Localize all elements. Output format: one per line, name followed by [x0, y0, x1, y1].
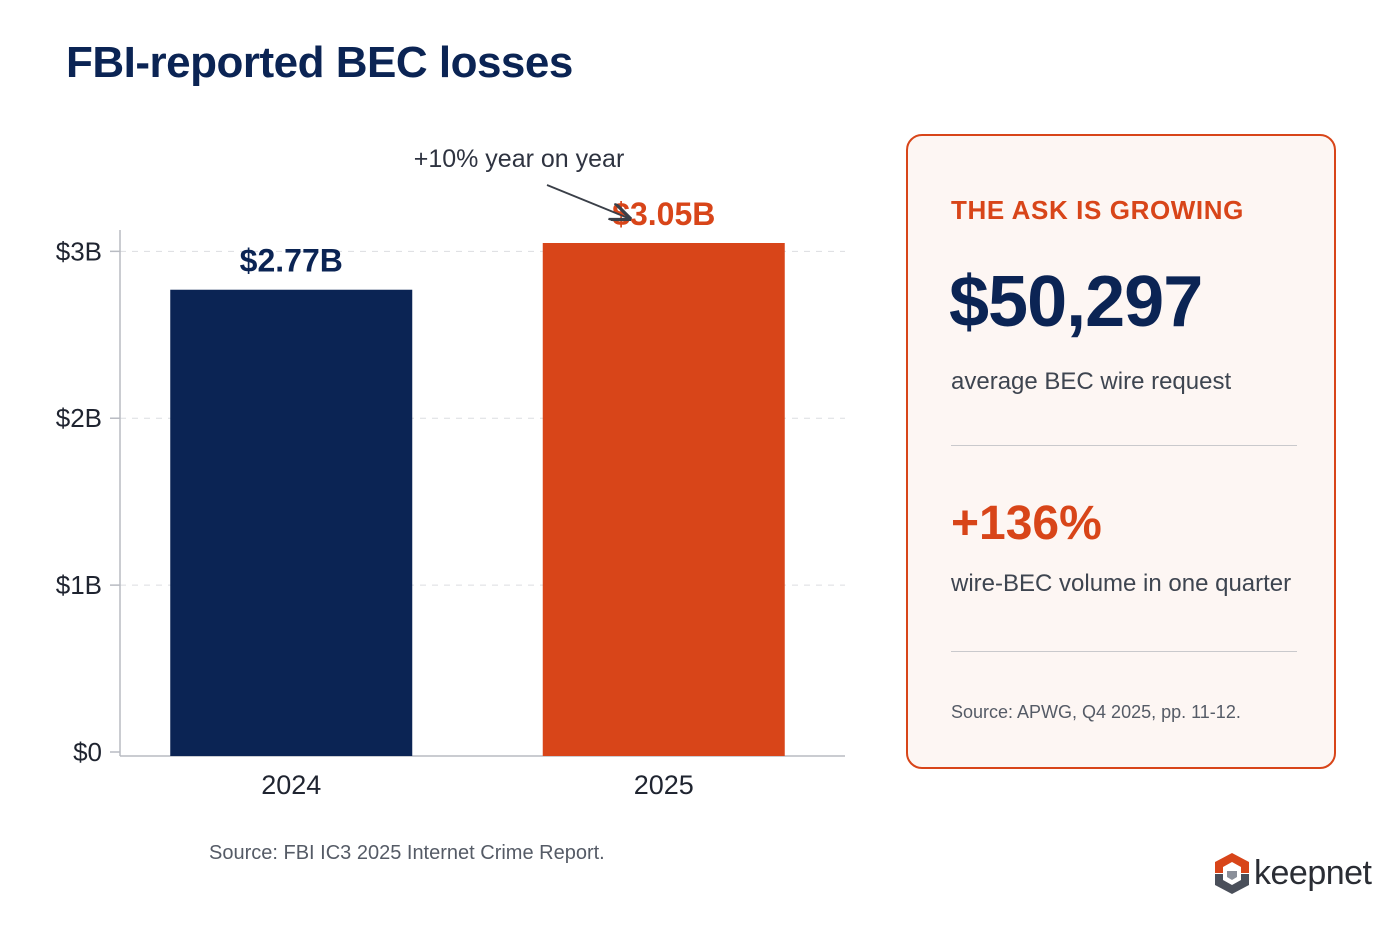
bar-chart: $0 $1B $2B $3B $2.77B 2024 $3.05B 2025 +10% ye…	[56, 145, 845, 800]
card-divider	[951, 445, 1297, 446]
bar-value-label: $2.77B	[240, 243, 343, 279]
bar-value-label: $3.05B	[612, 196, 715, 232]
x-tick-label: 2025	[634, 770, 694, 800]
card-divider	[951, 651, 1297, 652]
stats-card: THE ASK IS GROWING $50,297 average BEC w…	[906, 134, 1336, 769]
chart-source: Source: FBI IC3 2025 Internet Crime Repo…	[209, 842, 605, 864]
y-tick-label: $2B	[56, 403, 102, 433]
keepnet-logo: keepnet	[1210, 850, 1372, 900]
y-tick-label: $0	[73, 737, 102, 767]
page-title: FBI-reported BEC losses	[66, 38, 573, 87]
keepnet-logo-icon	[1215, 853, 1249, 894]
y-tick-label: $3B	[56, 236, 102, 266]
annotation-arrow	[546, 184, 628, 218]
card-source: Source: APWG, Q4 2025, pp. 11-12.	[951, 702, 1241, 722]
bar-2024	[170, 289, 413, 756]
average-wire-label: average BEC wire request	[951, 368, 1232, 395]
keepnet-logo-text: keepnet	[1254, 854, 1372, 892]
x-tick-label: 2024	[261, 770, 321, 800]
card-kicker: THE ASK IS GROWING	[951, 195, 1244, 225]
y-tick-label: $1B	[56, 570, 102, 600]
bar-2025	[542, 243, 785, 756]
average-wire-value: $50,297	[949, 262, 1203, 342]
volume-growth-value: +136%	[951, 497, 1102, 550]
volume-growth-label: wire-BEC volume in one quarter	[951, 570, 1292, 597]
yoy-annotation: +10% year on year	[414, 145, 625, 173]
